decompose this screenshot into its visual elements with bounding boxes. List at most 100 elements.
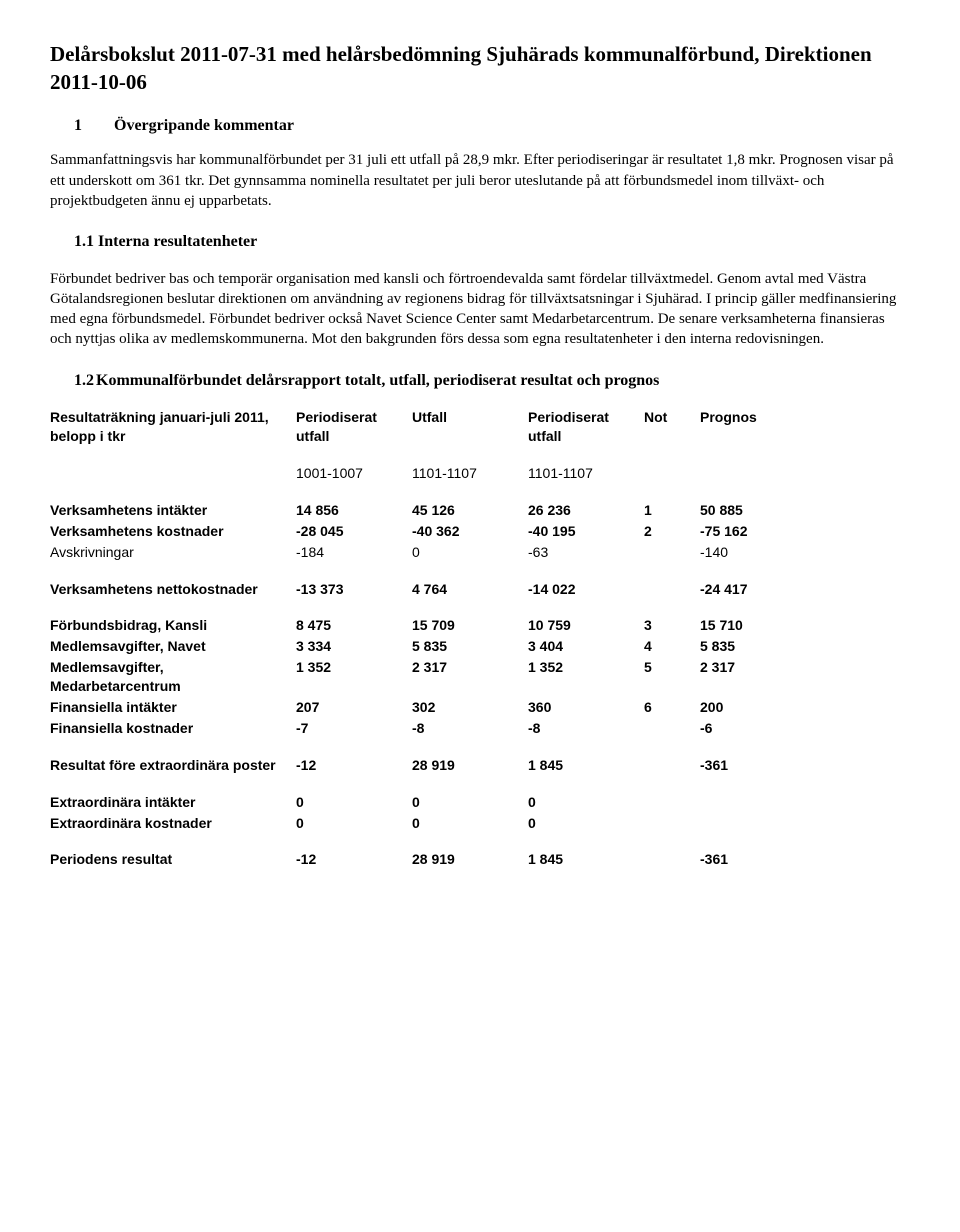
cell: 0 — [412, 813, 528, 834]
cell: 302 — [412, 697, 528, 718]
page-title: Delårsbokslut 2011-07-31 med helårsbedöm… — [50, 40, 910, 97]
period-c3: 1101-1107 — [528, 463, 644, 484]
period-row: 1001-1007 1101-1107 1101-1107 — [50, 463, 910, 484]
cell: 3 — [644, 615, 700, 636]
cell: 15 710 — [700, 615, 910, 636]
intro-paragraph: Sammanfattningsvis har kommunalförbundet… — [50, 150, 910, 211]
table-row: Finansiella kostnader -7 -8 -8 -6 — [50, 718, 910, 739]
cell: 0 — [412, 542, 528, 563]
cell: 0 — [296, 813, 412, 834]
cell: 5 — [644, 657, 700, 697]
header-not: Not — [644, 407, 700, 447]
body-1-1: Förbundet bedriver bas och temporär orga… — [50, 269, 910, 350]
row-label: Extraordinära intäkter — [50, 792, 296, 813]
table-row: Medlemsavgifter, Navet 3 334 5 835 3 404… — [50, 636, 910, 657]
subsection-number: 1.1 — [74, 233, 98, 250]
row-label: Finansiella kostnader — [50, 718, 296, 739]
header-label-a: Resultaträkning januari-juli 2011, — [50, 409, 269, 425]
row-label: Avskrivningar — [50, 542, 296, 563]
cell: -24 417 — [700, 579, 910, 600]
cell: -12 — [296, 755, 412, 776]
section-heading: Övergripande kommentar — [114, 115, 294, 137]
cell: 5 835 — [700, 636, 910, 657]
row-label: Verksamhetens nettokostnader — [50, 579, 296, 600]
cell: 1 352 — [528, 657, 644, 697]
cell: 360 — [528, 697, 644, 718]
cell: -40 362 — [412, 521, 528, 542]
cell: 10 759 — [528, 615, 644, 636]
result-before-row: Resultat före extraordinära poster -12 2… — [50, 755, 910, 776]
subsection-1-1-heading: 1.1 Interna resultatenheter — [74, 231, 910, 253]
row-label: Resultat före extraordinära poster — [50, 755, 296, 776]
cell: 1 845 — [528, 849, 644, 870]
table-row: Extraordinära kostnader 0 0 0 — [50, 813, 910, 834]
cell: -75 162 — [700, 521, 910, 542]
cell: -12 — [296, 849, 412, 870]
cell: 1 352 — [296, 657, 412, 697]
cell: 15 709 — [412, 615, 528, 636]
cell: 1 — [644, 500, 700, 521]
cell: 2 317 — [700, 657, 910, 697]
subsection-number: 1.2 — [74, 370, 96, 392]
cell — [644, 718, 700, 739]
cell: 0 — [528, 813, 644, 834]
cell: 1 845 — [528, 755, 644, 776]
cell: -63 — [528, 542, 644, 563]
header-prognos: Prognos — [700, 407, 910, 447]
section-number: 1 — [50, 115, 82, 137]
row-label: Verksamhetens kostnader — [50, 521, 296, 542]
table-row: Extraordinära intäkter 0 0 0 — [50, 792, 910, 813]
cell: 50 885 — [700, 500, 910, 521]
netto-row: Verksamhetens nettokostnader -13 373 4 7… — [50, 579, 910, 600]
cell: -40 195 — [528, 521, 644, 542]
period-c1: 1001-1007 — [296, 463, 412, 484]
table-row: Finansiella intäkter 207 302 360 6 200 — [50, 697, 910, 718]
subsection-title: Kommunalförbundet delårsrapport totalt, … — [96, 372, 659, 389]
table-row: Verksamhetens intäkter 14 856 45 126 26 … — [50, 500, 910, 521]
cell: 4 — [644, 636, 700, 657]
cell: -184 — [296, 542, 412, 563]
cell: -361 — [700, 849, 910, 870]
header-label-b: belopp i tkr — [50, 428, 125, 444]
cell — [644, 579, 700, 600]
cell: 14 856 — [296, 500, 412, 521]
cell: 8 475 — [296, 615, 412, 636]
cell: 45 126 — [412, 500, 528, 521]
cell: 2 — [644, 521, 700, 542]
cell: 4 764 — [412, 579, 528, 600]
header-c3a: Periodiserat — [528, 409, 609, 425]
row-label: Medlemsavgifter, Medarbetarcentrum — [50, 657, 296, 697]
table-row: Verksamhetens kostnader -28 045 -40 362 … — [50, 521, 910, 542]
cell: -140 — [700, 542, 910, 563]
cell: -14 022 — [528, 579, 644, 600]
cell: 200 — [700, 697, 910, 718]
cell: 28 919 — [412, 755, 528, 776]
subsection-1-2-heading: 1.2 Kommunalförbundet delårsrapport tota… — [74, 370, 910, 392]
header-c3b: utfall — [528, 428, 561, 444]
cell — [644, 542, 700, 563]
results-table: Resultaträkning januari-juli 2011, belop… — [50, 407, 910, 870]
cell — [644, 755, 700, 776]
cell: 28 919 — [412, 849, 528, 870]
cell: 6 — [644, 697, 700, 718]
cell — [644, 849, 700, 870]
header-c1a: Periodiserat — [296, 409, 377, 425]
cell: -7 — [296, 718, 412, 739]
cell: 2 317 — [412, 657, 528, 697]
row-label: Medlemsavgifter, Navet — [50, 636, 296, 657]
table-row: Avskrivningar -184 0 -63 -140 — [50, 542, 910, 563]
row-label: Verksamhetens intäkter — [50, 500, 296, 521]
cell: 0 — [296, 792, 412, 813]
row-label: Finansiella intäkter — [50, 697, 296, 718]
cell: 26 236 — [528, 500, 644, 521]
row-label: Extraordinära kostnader — [50, 813, 296, 834]
table-row: Medlemsavgifter, Medarbetarcentrum 1 352… — [50, 657, 910, 697]
period-result-row: Periodens resultat -12 28 919 1 845 -361 — [50, 849, 910, 870]
cell: 0 — [412, 792, 528, 813]
cell: 3 404 — [528, 636, 644, 657]
cell: -8 — [528, 718, 644, 739]
period-c2: 1101-1107 — [412, 463, 528, 484]
cell: 207 — [296, 697, 412, 718]
cell: 3 334 — [296, 636, 412, 657]
header-c1b: utfall — [296, 428, 329, 444]
